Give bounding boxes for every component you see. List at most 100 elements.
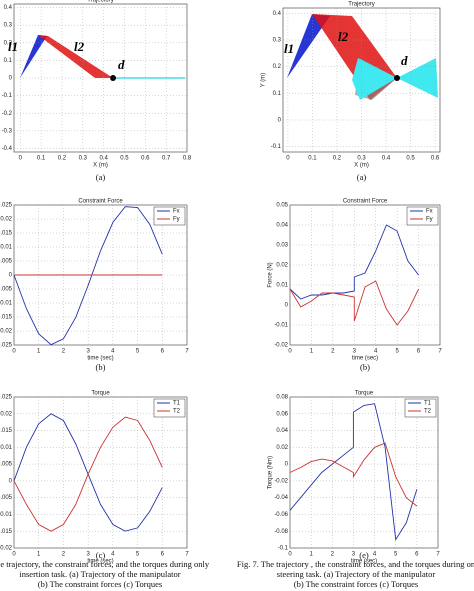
y-tick-label: 0 <box>285 303 289 309</box>
x-tick-label: 3 <box>86 349 90 355</box>
y-tick-label: -0.04 <box>274 495 288 501</box>
y-tick-label: -0.01 <box>274 323 288 329</box>
caption-line: Fig. 7. The trajectory , the constraint … <box>237 559 474 569</box>
panel-label: (c) <box>96 550 106 560</box>
chart-title: Torque <box>91 391 110 397</box>
x-tick-label: 1 <box>310 349 314 355</box>
y-tick-label: 0.02 <box>0 217 12 223</box>
annotation: d <box>401 53 408 68</box>
y-tick-label: -0.015 <box>0 529 13 535</box>
legend-box <box>404 398 437 418</box>
y-tick-label: -0.02 <box>274 478 288 484</box>
panel-label: (b) <box>360 362 370 372</box>
y-tick-label: -0.2 <box>2 111 13 117</box>
legend-box <box>153 398 186 418</box>
series-line <box>289 280 420 326</box>
y-tick-label: 0.02 <box>276 263 288 269</box>
y-tick-label: -0.02 <box>274 343 288 349</box>
x-tick-label: 0.8 <box>183 156 192 162</box>
y-tick-label: -0.06 <box>274 512 288 518</box>
x-tick-label: 5 <box>394 552 398 558</box>
plot-frame <box>289 396 439 549</box>
x-tick-label: 4 <box>111 552 115 558</box>
y-tick-label: -0.02 <box>0 329 13 335</box>
x-axis-label: X (m) <box>354 163 369 169</box>
y-tick-label: 0.01 <box>0 445 12 451</box>
series-line <box>13 416 163 532</box>
legend-label: Fx <box>173 209 180 215</box>
y-tick-label: 0.04 <box>276 223 288 229</box>
y-tick-label: -0.02 <box>0 546 13 552</box>
x-tick-label: 0.6 <box>431 156 440 162</box>
panel-label: (e) <box>359 550 369 560</box>
x-tick-label: 0 <box>288 552 292 558</box>
x-tick-label: 0 <box>286 156 290 162</box>
x-tick-label: 0 <box>288 349 292 355</box>
x-tick-label: 7 <box>185 552 189 558</box>
x-tick-label: 6 <box>417 349 421 355</box>
x-tick-label: 0 <box>19 156 23 162</box>
legend-label: Fy <box>173 217 180 223</box>
x-tick-label: 5 <box>136 349 140 355</box>
legend-label: Fy <box>426 217 433 223</box>
y-tick-label: 0.02 <box>276 445 288 451</box>
series-line <box>289 403 418 541</box>
left-trajectory-drawing <box>20 35 185 81</box>
y-tick-label: -0.005 <box>0 495 13 501</box>
legend-box <box>153 206 186 226</box>
x-tick-label: 5 <box>395 349 399 355</box>
x-tick-label: 6 <box>415 552 419 558</box>
annotation: l2 <box>338 29 349 44</box>
y-tick-label: 0 <box>9 478 13 484</box>
y-tick-label: -0.1 <box>271 144 282 150</box>
y-tick-label: 0.03 <box>276 243 288 249</box>
y-tick-label: 0.02 <box>0 411 12 417</box>
caption-line: insertion task. (a) Trajectory of the ma… <box>19 569 180 579</box>
x-tick-label: 0.5 <box>120 156 129 162</box>
caption-line: steering task. (a) Trajectory of the man… <box>277 569 436 579</box>
y-tick-label: 0.2 <box>273 64 282 70</box>
legend-label: T1 <box>424 401 432 407</box>
x-tick-label: 0.5 <box>406 156 415 162</box>
x-axis-label: time (sec) <box>352 356 378 362</box>
y-axis-label: Torque (Nm) <box>268 456 274 489</box>
y-tick-label: -0.01 <box>0 512 13 518</box>
y-axis-label: Force (N) <box>268 262 274 287</box>
y-tick-label: 0.005 <box>0 462 13 468</box>
x-tick-label: 2 <box>331 349 335 355</box>
x-tick-label: 4 <box>373 552 377 558</box>
panel-label: (a) <box>357 172 367 182</box>
x-tick-label: 6 <box>161 349 165 355</box>
x-axis-label: X (m) <box>93 163 108 169</box>
y-tick-label: -0.3 <box>2 128 13 134</box>
y-tick-label: 0 <box>285 462 289 468</box>
y-tick-label: 0.015 <box>0 231 13 237</box>
series-line <box>289 224 419 300</box>
y-tick-label: -0.025 <box>0 343 13 349</box>
x-tick-label: 1 <box>309 552 313 558</box>
x-axis-label: time (sec) <box>87 559 113 565</box>
x-tick-label: 2 <box>331 552 335 558</box>
legend-box <box>406 206 439 226</box>
y-tick-label: -0.005 <box>0 287 13 293</box>
x-tick-label: 2 <box>62 552 66 558</box>
x-tick-label: 0.2 <box>58 156 67 162</box>
y-tick-label: 0.4 <box>4 5 13 11</box>
annotation: l2 <box>74 39 85 54</box>
annotation: l1 <box>8 39 18 54</box>
legend-label: Fx <box>426 209 433 215</box>
right-trajectory-drawing <box>287 14 438 100</box>
y-tick-label: -0.1 <box>2 93 13 99</box>
caption-line: (b) The constraint forces (c) Torques <box>294 579 418 589</box>
legend-label: T2 <box>173 409 181 415</box>
y-tick-label: -0.015 <box>0 315 13 321</box>
x-tick-label: 0.3 <box>357 156 366 162</box>
x-tick-label: 3 <box>86 552 90 558</box>
x-tick-label: 7 <box>438 349 442 355</box>
y-axis-label: Y (m) <box>261 73 267 88</box>
y-tick-label: -0.01 <box>0 301 13 307</box>
x-tick-label: 2 <box>62 349 66 355</box>
y-tick-label: -0.4 <box>2 146 13 152</box>
x-tick-label: 0.4 <box>382 156 391 162</box>
chart-title: Constraint Force <box>78 199 123 205</box>
